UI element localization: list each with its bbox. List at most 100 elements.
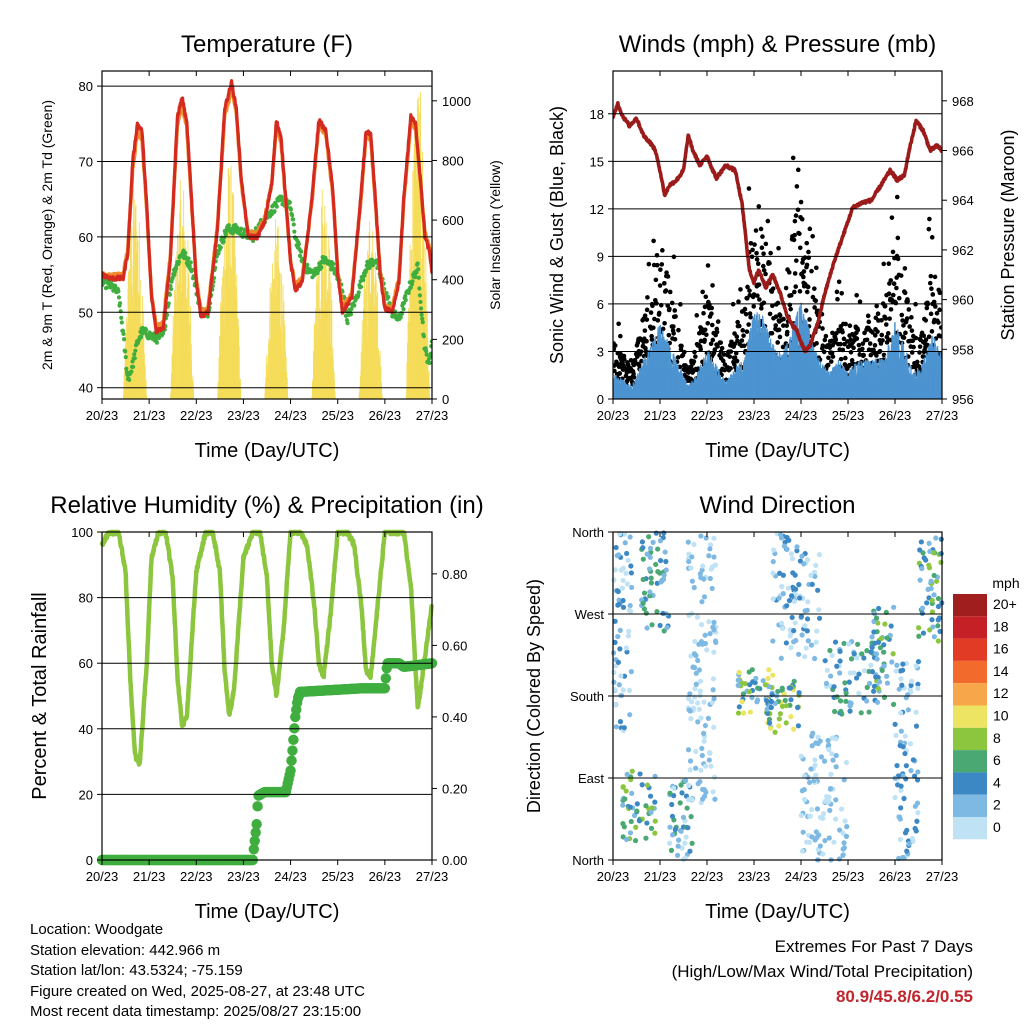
gust-point bbox=[741, 343, 747, 349]
direction-point bbox=[649, 622, 655, 628]
direction-point bbox=[657, 622, 663, 629]
gust-point bbox=[784, 323, 790, 328]
gust-point bbox=[701, 311, 706, 316]
gust-point bbox=[783, 285, 789, 291]
gust-point bbox=[691, 359, 697, 364]
dewpoint-point bbox=[424, 349, 429, 354]
direction-point bbox=[691, 584, 697, 591]
direction-point bbox=[624, 649, 630, 655]
dewpoint-point bbox=[119, 315, 124, 320]
direction-point bbox=[706, 757, 712, 763]
gust-point bbox=[898, 273, 904, 278]
direction-point bbox=[647, 589, 653, 595]
gust-point bbox=[792, 232, 797, 238]
dewpoint-point bbox=[421, 334, 426, 339]
direction-point bbox=[701, 793, 708, 799]
gust-point bbox=[613, 343, 618, 348]
gust-point bbox=[666, 332, 672, 338]
gust-point bbox=[767, 311, 773, 317]
direction-point bbox=[624, 771, 630, 777]
gust-point bbox=[678, 347, 684, 352]
gust-point bbox=[745, 284, 750, 290]
gust-point bbox=[710, 337, 716, 343]
direction-point bbox=[628, 818, 634, 825]
y-tick-label: 100 bbox=[71, 525, 93, 540]
gust-point bbox=[770, 303, 775, 309]
gust-point bbox=[654, 301, 659, 306]
gust-point bbox=[854, 336, 860, 341]
gust-point bbox=[692, 349, 697, 355]
y-right-tick-label: 400 bbox=[442, 273, 464, 288]
gust-point bbox=[849, 358, 855, 363]
gust-point bbox=[883, 316, 888, 321]
dewpoint-point bbox=[296, 242, 301, 247]
gust-point bbox=[909, 315, 914, 320]
gust-point bbox=[654, 262, 660, 268]
direction-point bbox=[620, 577, 626, 584]
gust-point bbox=[840, 329, 845, 335]
gust-point bbox=[752, 242, 757, 247]
gust-point bbox=[931, 299, 937, 305]
gust-point bbox=[751, 304, 757, 309]
precip-point bbox=[249, 835, 260, 847]
direction-point bbox=[624, 581, 631, 587]
direction-point bbox=[693, 670, 699, 676]
gust-point bbox=[636, 362, 642, 368]
dewpoint-point bbox=[124, 366, 129, 371]
dewpoint-point bbox=[174, 266, 179, 271]
x-tick-label: 21/23 bbox=[133, 869, 166, 884]
gust-point bbox=[883, 322, 889, 327]
gust-point bbox=[773, 314, 779, 319]
gust-point bbox=[807, 317, 812, 322]
direction-point bbox=[652, 818, 658, 824]
dewpoint-point bbox=[218, 245, 223, 250]
gust-point bbox=[926, 226, 932, 232]
gust-point bbox=[613, 368, 617, 374]
gust-point bbox=[715, 319, 721, 324]
gust-point bbox=[732, 341, 738, 347]
direction-point bbox=[688, 699, 695, 705]
direction-point bbox=[661, 572, 667, 578]
dewpoint-point bbox=[127, 377, 132, 383]
wind-series bbox=[613, 302, 942, 399]
gust-point bbox=[904, 316, 910, 321]
dewpoint-point bbox=[274, 204, 279, 209]
gust-point bbox=[613, 346, 617, 352]
dewpoint-point bbox=[239, 226, 244, 231]
y-axis-label: Percent & Total Rainfall bbox=[29, 592, 51, 800]
gust-point bbox=[667, 289, 673, 295]
direction-point bbox=[615, 633, 621, 640]
direction-point bbox=[612, 702, 618, 708]
gust-point bbox=[760, 234, 765, 239]
dewpoint-point bbox=[356, 293, 361, 298]
dewpoint-point bbox=[398, 315, 403, 320]
direction-point bbox=[711, 535, 717, 541]
gust-point bbox=[763, 241, 769, 247]
gust-point bbox=[923, 337, 929, 343]
direction-point bbox=[702, 722, 709, 729]
dewpoint-point bbox=[289, 213, 295, 218]
direction-point bbox=[613, 544, 619, 551]
dewpoint-point bbox=[118, 301, 123, 306]
direction-point bbox=[697, 688, 703, 694]
gust-point bbox=[718, 340, 724, 345]
dewpoint-point bbox=[167, 292, 172, 297]
direction-point bbox=[691, 665, 698, 671]
dewpoint-point bbox=[417, 293, 423, 298]
gust-point bbox=[733, 350, 739, 356]
y-tick-label: 70 bbox=[79, 154, 93, 169]
dewpoint-point bbox=[226, 223, 231, 228]
dewpoint-point bbox=[399, 311, 404, 316]
gust-point bbox=[834, 289, 840, 295]
gust-point bbox=[655, 318, 661, 323]
dewpoint-point bbox=[418, 299, 423, 305]
dewpoint-point bbox=[168, 286, 174, 292]
gust-point bbox=[859, 346, 865, 352]
gust-point bbox=[926, 334, 932, 339]
direction-point bbox=[627, 534, 633, 540]
precip-point bbox=[380, 673, 391, 684]
precip-point bbox=[286, 755, 297, 766]
direction-point bbox=[667, 824, 673, 830]
direction-point bbox=[614, 588, 620, 594]
